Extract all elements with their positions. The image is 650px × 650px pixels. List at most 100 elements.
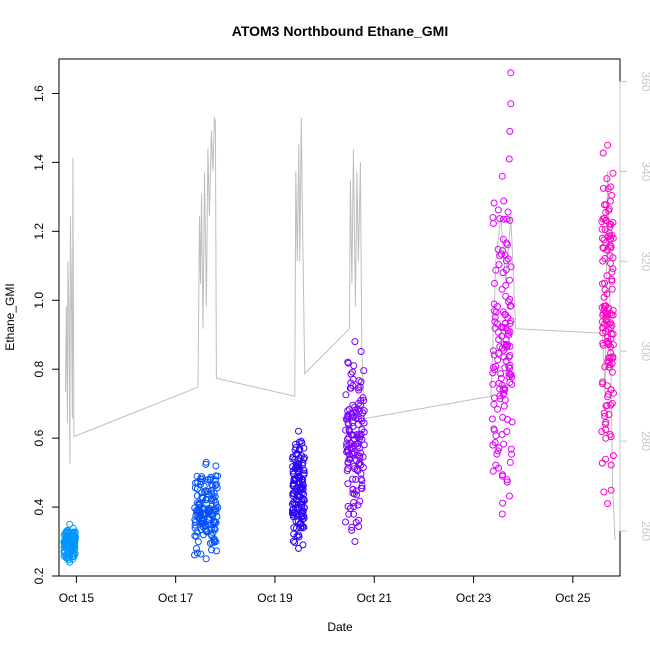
data-point <box>349 419 356 427</box>
data-point <box>202 555 210 563</box>
data-point <box>210 489 218 497</box>
data-point <box>213 547 220 555</box>
data-point <box>348 526 356 534</box>
data-point <box>599 339 607 347</box>
data-point <box>208 490 216 498</box>
data-point <box>506 370 514 378</box>
data-point <box>495 261 503 269</box>
data-point <box>502 292 510 300</box>
data-point <box>195 508 203 516</box>
data-point <box>506 302 514 310</box>
data-point <box>506 216 514 224</box>
data-point <box>349 401 357 409</box>
data-point <box>360 419 368 427</box>
data-point <box>506 458 514 466</box>
data-point <box>360 397 368 405</box>
data-point <box>67 540 75 548</box>
data-point <box>492 266 500 274</box>
data-point <box>356 497 364 505</box>
data-point <box>354 467 362 475</box>
data-point <box>498 332 506 340</box>
y2-tick-label: 300 <box>639 341 650 361</box>
data-point <box>300 469 308 477</box>
data-point <box>609 306 617 314</box>
data-point <box>609 311 617 319</box>
data-point <box>506 492 513 500</box>
data-point <box>493 450 501 458</box>
data-point <box>495 444 503 452</box>
data-point <box>491 280 498 287</box>
chart-title: ATOM3 Northbound Ethane_GMI <box>232 23 448 39</box>
data-point <box>355 516 363 524</box>
data-point <box>598 225 606 233</box>
data-point <box>602 420 609 428</box>
data-point <box>609 452 617 460</box>
data-point <box>352 440 360 448</box>
data-point <box>353 491 361 499</box>
data-point <box>356 444 364 452</box>
x-tick-label: Oct 23 <box>456 591 492 605</box>
data-point <box>500 402 508 410</box>
data-point <box>500 353 508 361</box>
data-point <box>354 442 362 450</box>
data-point <box>494 447 502 455</box>
data-point <box>604 390 612 398</box>
data-point <box>294 473 301 481</box>
data-point <box>357 348 365 355</box>
data-point <box>608 285 616 293</box>
data-point <box>496 395 504 403</box>
data-point <box>601 226 609 234</box>
data-point <box>501 320 509 327</box>
data-point <box>191 532 199 540</box>
data-point <box>351 538 359 545</box>
data-point <box>193 528 201 536</box>
data-point <box>500 346 508 354</box>
data-point <box>342 391 350 399</box>
data-point <box>66 558 74 566</box>
data-point <box>499 323 507 331</box>
data-point <box>299 524 307 532</box>
data-point <box>299 476 307 484</box>
data-point <box>289 490 297 498</box>
data-point <box>601 363 609 371</box>
x-tick-label: Oct 25 <box>555 591 591 605</box>
data-point <box>607 343 614 351</box>
data-point <box>496 385 504 393</box>
data-point <box>489 214 497 222</box>
data-point <box>66 520 74 528</box>
y-tick-label: 1.0 <box>32 292 46 309</box>
data-point <box>212 472 220 480</box>
x-axis-label: Date <box>327 620 353 634</box>
data-point <box>358 436 366 444</box>
plot-frame <box>58 58 621 577</box>
data-point <box>351 338 359 346</box>
data-point <box>212 505 220 513</box>
data-point <box>608 191 616 199</box>
y2-tick-label: 340 <box>639 161 650 181</box>
data-point <box>506 276 513 284</box>
y-tick-label: 0.4 <box>32 498 46 515</box>
data-point <box>607 183 615 191</box>
data-point <box>345 510 353 518</box>
data-point <box>344 407 352 415</box>
data-point <box>604 500 612 508</box>
points-layer <box>60 69 617 566</box>
data-point <box>344 459 352 467</box>
data-point <box>296 520 304 528</box>
data-point <box>601 279 609 287</box>
data-point <box>502 311 510 319</box>
data-point <box>605 411 613 418</box>
data-point <box>507 445 515 453</box>
data-point <box>498 250 505 258</box>
data-point <box>494 245 502 253</box>
data-point <box>193 545 200 552</box>
data-point <box>490 351 498 359</box>
data-point <box>501 364 509 372</box>
data-point <box>349 422 357 430</box>
data-point <box>211 518 219 526</box>
data-point <box>295 544 302 552</box>
data-point <box>499 499 507 507</box>
y2-tick-label: 280 <box>639 431 650 451</box>
data-point <box>508 450 515 458</box>
data-point <box>62 545 70 553</box>
